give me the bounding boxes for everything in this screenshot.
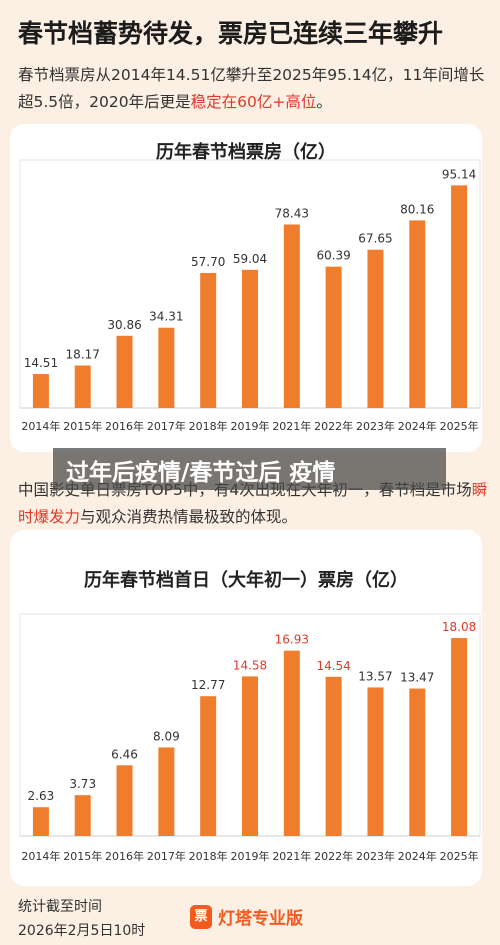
box-office-chart: 14.51 2014年 18.17 2015年 30.86 2016年 34.31 2017年… bbox=[19, 159, 481, 433]
bar-2024年 bbox=[409, 220, 426, 408]
bar-2018年 bbox=[200, 696, 217, 836]
x-tick-label: 2023年 bbox=[356, 849, 395, 863]
data-label: 3.73 bbox=[69, 777, 96, 791]
bar-2017年 bbox=[158, 327, 175, 408]
data-label: 30.86 bbox=[107, 318, 141, 332]
x-tick-label: 2021年 bbox=[272, 419, 311, 433]
chart-card-first-day: 历年春节档首日（大年初一）票房（亿） 2.63 2014年 3.73 2015年 6.4… bbox=[10, 530, 482, 886]
footer-time: 2026年2月5日10时 bbox=[18, 923, 146, 939]
data-label: 14.58 bbox=[233, 658, 267, 672]
x-tick-label: 2025年 bbox=[440, 849, 479, 863]
bar-2014年 bbox=[32, 807, 49, 836]
bar-2022年 bbox=[325, 676, 342, 836]
data-label: 16.93 bbox=[275, 633, 309, 647]
bar-2015年 bbox=[74, 795, 91, 836]
data-label: 12.77 bbox=[191, 678, 225, 692]
data-label: 13.57 bbox=[358, 669, 392, 683]
data-label: 6.46 bbox=[111, 747, 138, 761]
x-tick-label: 2014年 bbox=[21, 849, 60, 863]
x-tick-label: 2015年 bbox=[63, 849, 102, 863]
bar-2023年 bbox=[367, 249, 384, 408]
x-tick-label: 2019年 bbox=[231, 419, 270, 433]
x-tick-label: 2024年 bbox=[398, 849, 437, 863]
bar-2022年 bbox=[325, 266, 342, 408]
x-tick-label: 2014年 bbox=[21, 419, 60, 433]
data-label: 60.39 bbox=[316, 249, 350, 263]
data-label: 78.43 bbox=[275, 206, 309, 220]
bar-2025年 bbox=[451, 185, 468, 408]
bar-2023年 bbox=[367, 687, 384, 836]
bar-2021年 bbox=[283, 650, 300, 836]
data-label: 18.08 bbox=[442, 620, 476, 634]
intro-text: 春节档票房从2014年14.51亿攀升至2025年95.14亿，11年间增长超5… bbox=[18, 66, 485, 111]
data-label: 18.17 bbox=[66, 347, 100, 361]
data-label: 67.65 bbox=[358, 232, 392, 246]
data-label: 14.51 bbox=[24, 356, 58, 370]
data-label: 8.09 bbox=[153, 729, 180, 743]
x-tick-label: 2021年 bbox=[272, 849, 311, 863]
x-tick-label: 2024年 bbox=[398, 419, 437, 433]
data-label: 13.47 bbox=[400, 671, 434, 685]
caption-overlay-text: 过年后疫情/春节过后 疫情 bbox=[66, 460, 336, 486]
x-tick-label: 2025年 bbox=[440, 419, 479, 433]
x-tick-label: 2017年 bbox=[147, 419, 186, 433]
x-tick-label: 2017年 bbox=[147, 849, 186, 863]
data-label: 57.70 bbox=[191, 255, 225, 269]
data-label: 59.04 bbox=[233, 252, 267, 266]
bar-2018年 bbox=[200, 272, 217, 408]
bar-2025年 bbox=[451, 638, 468, 836]
bar-2015年 bbox=[74, 365, 91, 408]
bar-2014年 bbox=[32, 374, 49, 408]
brand-logo: 票 灯塔专业版 bbox=[190, 904, 303, 929]
intro-highlight: 稳定在60亿+高位 bbox=[190, 93, 317, 111]
x-tick-label: 2019年 bbox=[231, 849, 270, 863]
data-label: 95.14 bbox=[442, 167, 476, 181]
ticket-icon: 票 bbox=[190, 904, 212, 929]
bar-2021年 bbox=[283, 224, 300, 408]
data-label: 2.63 bbox=[28, 789, 55, 803]
x-tick-label: 2015年 bbox=[63, 419, 102, 433]
x-tick-label: 2018年 bbox=[189, 419, 228, 433]
caption-overlay bbox=[53, 448, 446, 490]
page-title: 春节档蓄势待发，票房已连续三年攀升 bbox=[18, 19, 444, 48]
first-day-chart: 2.63 2014年 3.73 2015年 6.46 2016年 8.09 2017年 12.7… bbox=[19, 613, 481, 863]
footer-timestamp: 统计截至时间 2026年2月5日10时 bbox=[18, 895, 145, 943]
x-tick-label: 2022年 bbox=[314, 419, 353, 433]
data-label: 80.16 bbox=[400, 202, 434, 216]
bar-2019年 bbox=[242, 269, 258, 408]
data-label: 14.54 bbox=[316, 659, 350, 673]
x-tick-label: 2022年 bbox=[314, 849, 353, 863]
x-tick-label: 2016年 bbox=[105, 849, 144, 863]
footer-label: 统计截至时间 bbox=[18, 899, 102, 915]
bar-2024年 bbox=[409, 688, 426, 836]
bar-2016年 bbox=[116, 765, 133, 836]
x-tick-label: 2016年 bbox=[105, 419, 144, 433]
brand-name: 灯塔专业版 bbox=[218, 909, 303, 929]
intro-paragraph: 春节档票房从2014年14.51亿攀升至2025年95.14亿，11年间增长超5… bbox=[18, 62, 494, 116]
section2-suffix: 与观众消费热情最极致的体现。 bbox=[80, 508, 298, 526]
chart-title: 历年春节档票房（亿） bbox=[156, 142, 336, 163]
chart-title: 历年春节档首日（大年初一）票房（亿） bbox=[84, 570, 408, 591]
data-label: 34.31 bbox=[149, 310, 183, 324]
section2-highlight: 瞬时爆发力 bbox=[18, 481, 488, 526]
bar-2019年 bbox=[242, 676, 258, 836]
bar-2017年 bbox=[158, 747, 175, 836]
x-tick-label: 2018年 bbox=[189, 849, 228, 863]
x-tick-label: 2023年 bbox=[356, 419, 395, 433]
chart-card-box-office: 历年春节档票房（亿） 14.51 2014年 18.17 2015年 30.86 2016… bbox=[10, 124, 482, 452]
intro-suffix: 。 bbox=[316, 93, 332, 111]
bar-2016年 bbox=[116, 335, 133, 408]
